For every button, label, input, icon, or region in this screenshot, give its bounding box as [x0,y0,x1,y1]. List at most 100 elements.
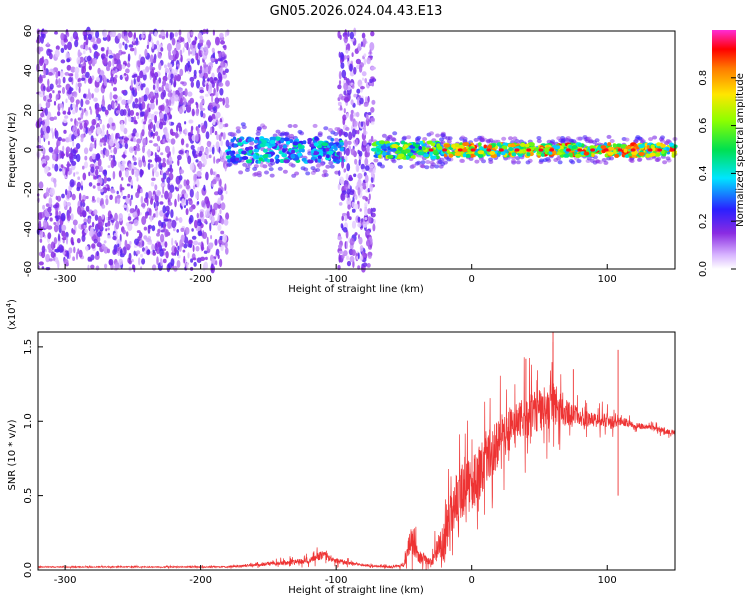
spectrogram-cell [55,94,58,102]
spectrogram-cell [61,86,66,95]
spectrogram-cell [570,160,576,165]
spectrogram-cell [62,168,65,176]
spectrogram-cell [368,254,372,259]
spectrogram-cell [107,235,112,239]
spectrogram-cell [526,152,531,157]
spectrogram-cell [92,185,96,189]
y-tick-label: -60 [23,261,34,277]
spectrogram-cell [131,133,137,137]
spectrogram-cell [180,138,185,146]
spectrogram-cell [48,249,53,253]
spectrogram-cell [103,76,108,86]
spectrogram-cell [120,187,125,191]
spectrogram-cell [76,56,81,65]
spectrogram-cell [222,70,226,75]
spectrogram-cell [97,158,102,167]
spectrogram-cell [536,136,542,140]
spectrogram-cell [94,165,100,170]
spectrogram-cell [220,40,225,45]
spectrogram-cell [397,165,403,169]
spectrogram-cell [228,150,233,155]
spectrogram-cell [522,148,526,153]
spectrogram-cell [103,169,108,177]
spectrogram-cell [180,81,185,85]
spectrogram-cell [217,197,221,205]
spectrogram-cell [187,252,190,259]
spectrogram-cell [101,214,105,220]
spectrogram-cell [194,154,198,159]
spectrogram-cell [341,254,345,259]
spectrogram-cell [284,131,290,136]
spectrogram-cell [63,38,68,43]
spectrogram-cell [292,141,299,146]
spectrogram-cell [85,195,89,200]
spectrogram-cell [116,197,121,205]
spectrogram-cell [224,123,229,128]
y-tick-label: 0 [23,147,34,153]
spectrogram-cell [100,188,104,193]
spectrogram-cell [224,30,227,38]
spectrogram-cell [364,202,368,207]
spectrogram-cell [363,126,366,136]
spectrogram-cell [81,210,87,218]
spectrogram-cell [199,211,204,218]
spectrogram-cell [135,191,140,199]
spectrogram-cell [576,159,582,164]
spectrogram-cell [122,204,127,208]
spectrogram-cell [174,240,177,245]
spectrogram-cell [95,169,99,176]
spectrogram-cell [339,105,343,111]
spectrogram-cell [348,131,353,141]
spectrogram-cell [70,213,74,221]
spectrogram-cell [108,117,114,125]
spectrogram-cell [219,32,224,38]
spectrogram-cell [209,126,213,136]
spectrogram-cell [211,47,215,53]
spectrogram-cell [184,42,188,48]
spectrogram-cell [292,124,298,128]
spectrogram-cell [327,150,334,155]
spectrogram-cell [112,57,115,67]
colorbar-tick-label: 0.8 [698,70,709,86]
spectrogram-cell [90,166,95,173]
spectrogram-cell [253,148,260,153]
spectrogram-cell [269,136,277,141]
spectrogram-cell [192,257,197,261]
spectrogram-cell [80,112,84,120]
spectrogram-cell [99,70,105,76]
spectrogram-cell [121,177,124,181]
spectrogram-cell [160,170,164,176]
spectrogram-cell [200,256,206,261]
spectrogram-cell [83,93,87,99]
spectrogram-cell [196,102,199,109]
spectrogram-cell [223,44,227,51]
spectrogram-cell [75,251,79,260]
spectrogram-cell [228,131,234,136]
spectrogram-cell [171,219,177,229]
spectrogram-cell [212,107,216,111]
spectrogram-cell [85,37,89,46]
spectrogram-cell [345,155,348,163]
spectrogram-cell [77,117,82,121]
spectrogram-cell [172,146,175,155]
spectrogram-cell [137,115,140,120]
spectrogram-cell [168,55,174,61]
spectrogram-cell [669,142,674,147]
spectrogram-cell [196,79,200,89]
spectrogram-cell [334,170,340,175]
spectrogram-cell [338,129,342,137]
spectrogram-marks [35,26,678,274]
spectrogram-cell [557,160,563,165]
spectrogram-cell [123,72,127,76]
spectrogram-cell [266,158,271,163]
spectrogram-cell [138,257,141,266]
spectrogram-cell [60,153,66,157]
spectrogram-cell [200,109,204,118]
spectrogram-cell [128,44,134,48]
spectrogram-cell [87,264,90,271]
spectrogram-cell [153,59,156,64]
spectrogram-cell [235,129,241,134]
spectrogram-cell [205,131,210,140]
spectrogram-cell [645,153,650,158]
spectrogram-cell [301,157,307,162]
